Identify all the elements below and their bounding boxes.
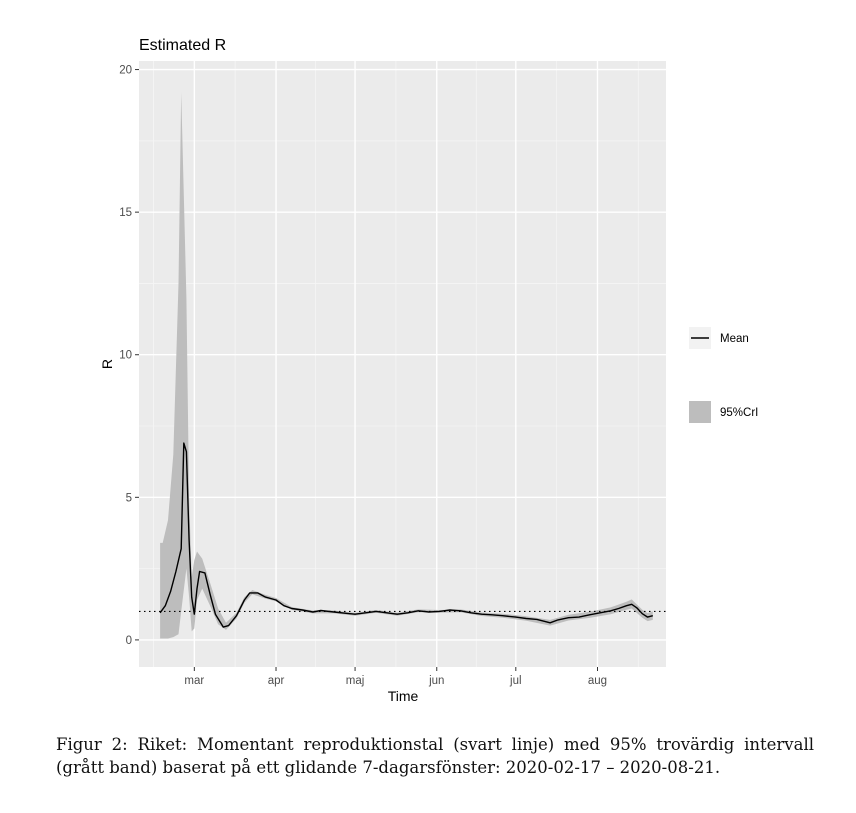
legend: Mean 95%CrI [689,327,758,423]
legend-label-band: 95%CrI [720,407,758,419]
x-tick-label: jul [509,675,522,687]
legend-band-swatch [689,401,711,423]
x-tick-label: jun [428,675,444,687]
ci-band [160,92,653,639]
grid-minor [139,61,666,667]
y-tick-label: 15 [119,207,132,219]
x-tick-label: aug [588,675,607,687]
x-tick-label: mar [184,675,204,687]
x-tick-label: maj [346,675,365,687]
legend-label-mean: Mean [720,333,749,345]
y-tick-label: 5 [126,492,132,504]
y-tick-label: 20 [119,65,132,77]
y-axis-label: R [99,359,115,369]
grid-major [139,61,666,667]
x-axis-label: Time [388,688,419,704]
chart-title: Estimated R [139,37,226,54]
x-axis: mar apr maj jun jul aug [184,667,607,687]
x-tick-label: apr [268,675,285,687]
mean-line [159,442,653,628]
plot-panel [139,61,666,667]
y-axis: 0 5 10 15 20 [119,65,139,647]
y-tick-label: 0 [126,635,132,647]
figure-caption: Figur 2: Riket: Momentant reproduktionst… [56,735,814,777]
y-tick-label: 10 [119,350,132,362]
